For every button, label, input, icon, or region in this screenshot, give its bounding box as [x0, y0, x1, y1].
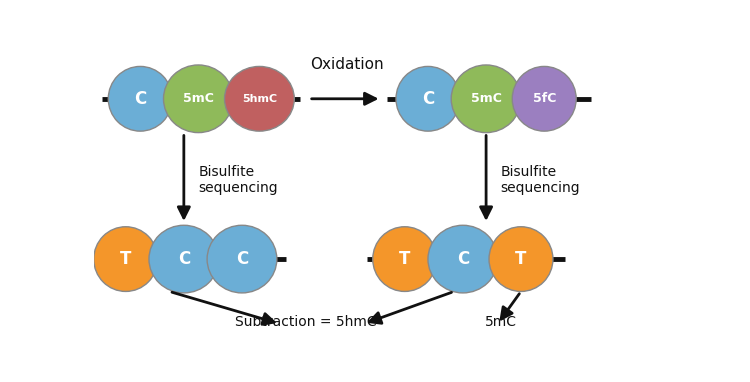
Text: 5mC: 5mC — [484, 315, 517, 329]
Ellipse shape — [489, 227, 553, 291]
Text: T: T — [515, 250, 526, 268]
Ellipse shape — [108, 66, 172, 131]
Text: 5mC: 5mC — [471, 92, 502, 105]
Text: C: C — [457, 250, 469, 268]
Text: C: C — [422, 90, 434, 108]
Ellipse shape — [452, 65, 521, 133]
Text: C: C — [134, 90, 146, 108]
Text: 5mC: 5mC — [183, 92, 214, 105]
Text: T: T — [399, 250, 410, 268]
Text: C: C — [236, 250, 248, 268]
Ellipse shape — [396, 66, 460, 131]
Text: Oxidation: Oxidation — [310, 57, 383, 72]
Text: 5hmC: 5hmC — [242, 94, 277, 104]
Ellipse shape — [224, 66, 294, 131]
Text: Subtraction = 5hmC: Subtraction = 5hmC — [235, 315, 376, 329]
Ellipse shape — [164, 65, 233, 133]
Ellipse shape — [428, 225, 498, 293]
Text: Bisulfite
sequencing: Bisulfite sequencing — [198, 165, 278, 195]
Text: T: T — [120, 250, 131, 268]
Ellipse shape — [94, 227, 158, 291]
Text: 5fC: 5fC — [532, 92, 556, 105]
Text: Bisulfite
sequencing: Bisulfite sequencing — [501, 165, 580, 195]
Ellipse shape — [373, 227, 436, 291]
Ellipse shape — [149, 225, 219, 293]
Ellipse shape — [512, 66, 576, 131]
Text: C: C — [178, 250, 190, 268]
Ellipse shape — [207, 225, 277, 293]
